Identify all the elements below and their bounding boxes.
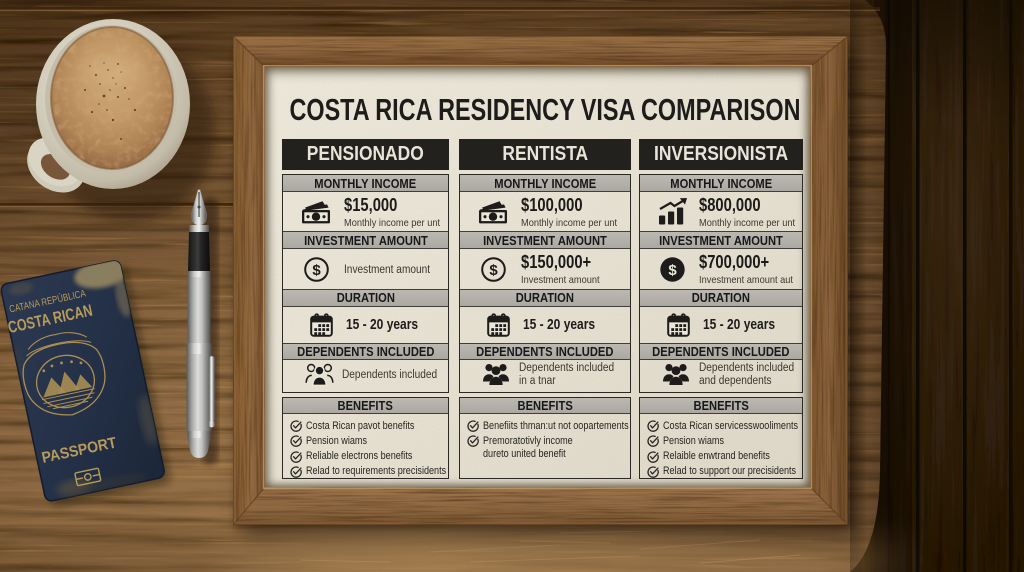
svg-text:$: $ <box>668 262 677 279</box>
svg-text:$: $ <box>312 262 321 279</box>
svg-text:$: $ <box>489 262 498 279</box>
